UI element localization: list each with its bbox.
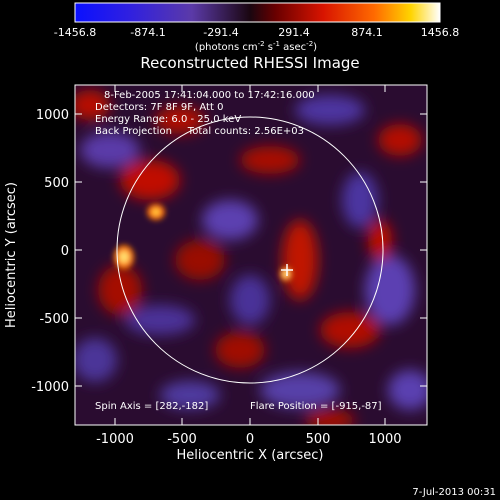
y-tick-label: -1000 <box>31 380 69 395</box>
y-tick-labels: 1000 500 0 -500 -1000 <box>31 108 69 395</box>
colorbar <box>74 2 441 23</box>
x-tick-labels: -1000 -500 0 500 1000 <box>96 432 401 447</box>
spin-axis-text: Spin Axis = [282,-182] <box>95 401 208 412</box>
info-block: 8-Feb-2005 17:41:04.000 to 17:42:16.000 … <box>95 90 315 137</box>
colorbar-tick: 874.1 <box>351 26 383 39</box>
y-tick-label: 1000 <box>36 108 69 123</box>
info-line-energy: Energy Range: 6.0 - 25.0 keV <box>95 114 241 125</box>
flare-position-text: Flare Position = [-915,-87] <box>250 401 382 412</box>
x-tick-label: 0 <box>246 432 254 447</box>
colorbar-tick: -874.1 <box>130 26 165 39</box>
spin-axis-marker <box>281 264 293 276</box>
axis-ticks <box>75 85 427 425</box>
y-axis-label: Heliocentric Y (arcsec) <box>4 182 19 328</box>
y-tick-label: -500 <box>39 312 69 327</box>
heatmap-image <box>75 85 427 425</box>
x-tick-label: 500 <box>306 432 331 447</box>
colorbar-tick: -1456.8 <box>54 26 96 39</box>
y-tick-label: 0 <box>61 244 69 259</box>
solar-limb <box>116 116 384 384</box>
info-line-time: 8-Feb-2005 17:41:04.000 to 17:42:16.000 <box>104 90 315 101</box>
x-tick-label: -1000 <box>96 432 134 447</box>
x-tick-label: -500 <box>167 432 197 447</box>
y-tick-label: 500 <box>44 176 69 191</box>
colorbar-tick: 1456.8 <box>421 26 460 39</box>
colorbar-ticks: -1456.8 -874.1 -291.4 291.4 874.1 1456.8 <box>54 26 459 39</box>
footer-timestamp: 7-Jul-2013 00:31 <box>412 487 496 498</box>
plot-frame <box>74 84 428 426</box>
colorbar-tick: -291.4 <box>203 26 238 39</box>
x-axis-label: Heliocentric X (arcsec) <box>177 448 324 463</box>
info-line-method: Back Projection Total counts: 2.56E+03 <box>95 126 304 137</box>
x-tick-label: 1000 <box>368 432 401 447</box>
colorbar-unit: (photons cm-2 s-1 asec-2) <box>195 40 317 53</box>
colorbar-tick: 291.4 <box>278 26 310 39</box>
plot-title: Reconstructed RHESSI Image <box>140 54 359 72</box>
info-line-detectors: Detectors: 7F 8F 9F, Att 0 <box>95 102 223 113</box>
